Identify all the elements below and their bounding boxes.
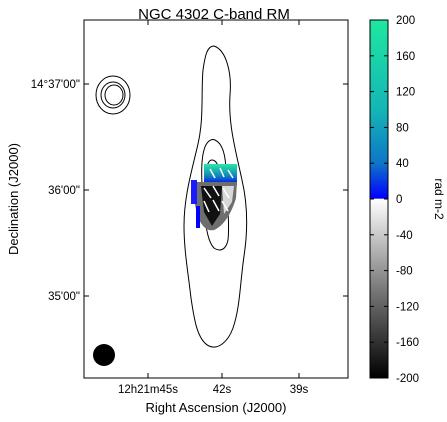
colorbar: 200 160 120 80 40 0 -40 -80 -120 -160 -200 rad m-2 [369, 15, 446, 385]
colorbar-tick-label: 40 [396, 158, 409, 170]
colorbar-tick-label: 120 [396, 87, 415, 99]
beam [93, 344, 115, 366]
xtick-label: 42s [213, 384, 232, 396]
colorbar-label: rad m-2 [432, 178, 446, 220]
main-ticks [84, 20, 348, 378]
colorbar-tick-label: -160 [396, 337, 419, 349]
contour-outer [183, 45, 248, 348]
colorbar-tick-label: 80 [396, 122, 409, 134]
polarization-vectors [203, 167, 234, 213]
ytick-label: 35'00" [48, 291, 80, 303]
ytick-label: 14°37'00" [31, 79, 80, 91]
rm-dark-band [201, 186, 222, 226]
contour-blob-1 [95, 75, 131, 115]
colorbar-ticks: 200 160 120 80 40 0 -40 -80 -120 -160 -200 [370, 15, 419, 385]
colorbar-tick-label: -40 [396, 230, 413, 242]
colorbar-tick-label: 160 [396, 51, 415, 63]
colorbar-tick-label: -80 [396, 266, 413, 278]
y-axis-label: Declination (J2000) [6, 143, 21, 255]
colorbar-tick-label: -200 [396, 373, 419, 385]
contour-blob-2 [100, 81, 126, 109]
contour-blob-3 [104, 84, 124, 106]
rm-blue-edge [191, 180, 197, 204]
colorbar-tick-label: 200 [396, 15, 415, 27]
rm-blue-spike [196, 206, 200, 228]
rm-positive-region [204, 164, 237, 185]
colorbar-tick-label: 0 [396, 194, 402, 206]
rm-map [191, 164, 237, 231]
ytick-label: 36'00" [48, 185, 80, 197]
x-axis-label: Right Ascension (J2000) [146, 400, 287, 415]
xtick-label: 12h21m45s [118, 384, 178, 396]
colorbar-tick-label: -120 [396, 301, 419, 313]
xtick-label: 39s [290, 384, 309, 396]
chart-title: NGC 4302 C-band RM [138, 6, 290, 23]
